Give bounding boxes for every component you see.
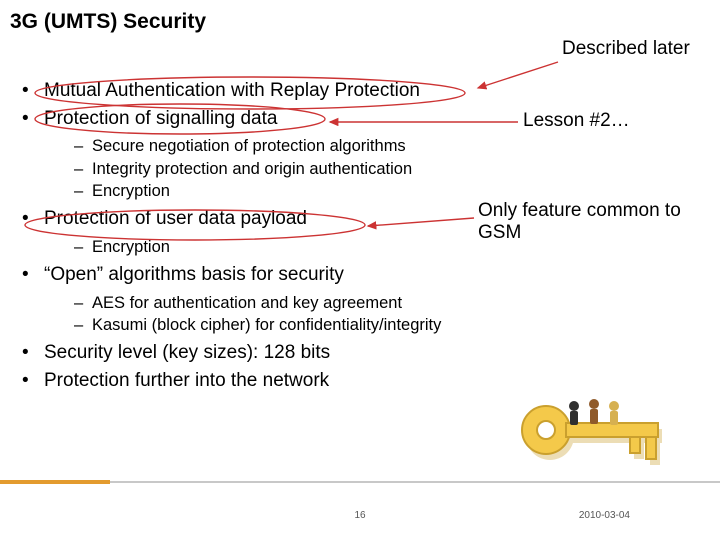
bullet-4: “Open” algorithms basis for security AES… [22, 262, 562, 336]
bullet-2-subs: Secure negotiation of protection algorit… [44, 135, 562, 202]
footer-divider [0, 480, 720, 484]
bullet-4-sub-1: AES for authentication and key agreement [74, 292, 562, 314]
bullet-4-sub-2: Kasumi (block cipher) for confidentialit… [74, 314, 562, 336]
bullet-2-sub-2: Integrity protection and origin authenti… [74, 158, 562, 180]
bullet-2-sub-3: Encryption [74, 180, 562, 202]
annotation-described-later: Described later [562, 38, 702, 60]
key-people-icon [508, 390, 688, 480]
bullet-5: Security level (key sizes): 128 bits [22, 340, 562, 366]
footer-divider-orange [0, 480, 110, 484]
footer-date: 2010-03-04 [579, 510, 630, 521]
bullet-2-sub-1: Secure negotiation of protection algorit… [74, 135, 562, 157]
bullet-2-text: Protection of signalling data [44, 108, 277, 129]
slide: 3G (UMTS) Security Mutual Authentication… [0, 0, 720, 540]
person-2-icon [589, 399, 599, 424]
person-3-icon [609, 401, 619, 425]
annotation-lesson-2: Lesson #2… [523, 110, 703, 132]
bullet-4-text: “Open” algorithms basis for security [44, 264, 344, 285]
annotation-gsm-common: Only feature common to GSM [478, 200, 708, 244]
bullet-1-text: Mutual Authentication with Replay Protec… [44, 80, 420, 101]
slide-title: 3G (UMTS) Security [10, 10, 206, 34]
person-1-icon [569, 401, 579, 425]
bullet-2: Protection of signalling data Secure neg… [22, 106, 562, 202]
bullet-6: Protection further into the network [22, 368, 562, 394]
bullet-1: Mutual Authentication with Replay Protec… [22, 78, 562, 104]
bullet-3-text: Protection of user data payload [44, 208, 307, 229]
bullet-4-subs: AES for authentication and key agreement… [44, 292, 562, 337]
